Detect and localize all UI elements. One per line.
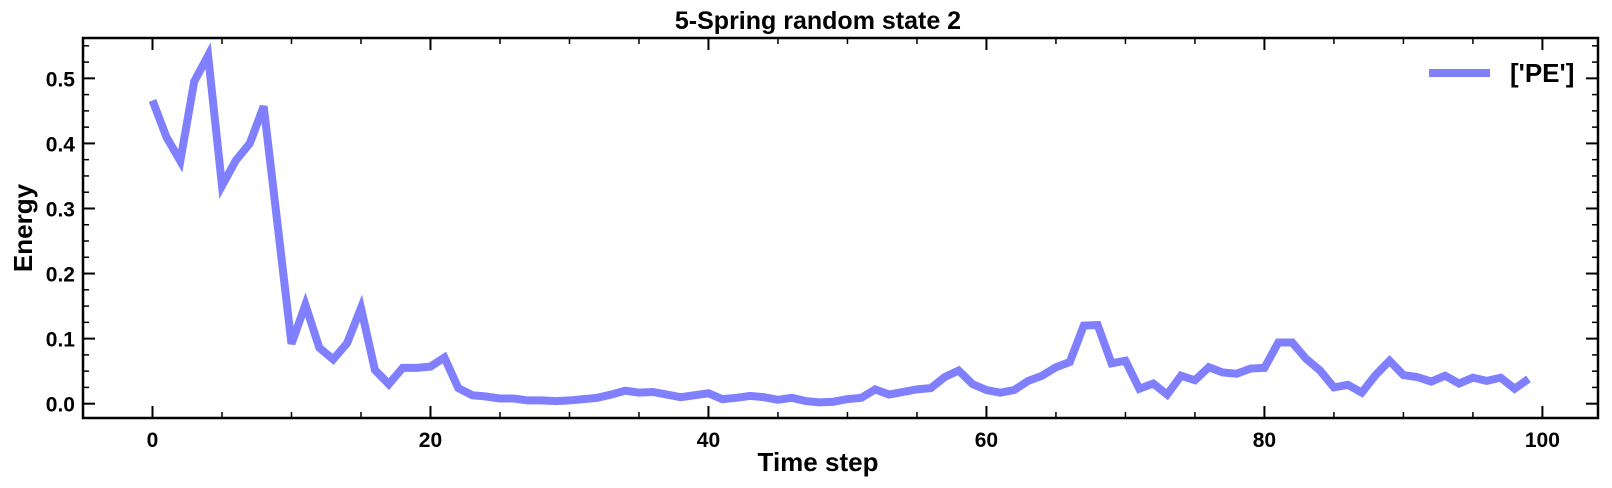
axis-tick-labels: 0 20 40 60 80 100 0.0 0.1 0.2 0.3 0.4 0.5 [46,68,1560,452]
y-tick-label: 0.2 [46,264,75,287]
x-tick-label: 0 [147,429,159,452]
x-tick-label: 80 [1253,429,1276,452]
series-layer [148,42,1531,407]
plot-area: 0 20 40 60 80 100 0.0 0.1 0.2 0.3 0.4 0.5 [46,36,1600,452]
y-tick-label: 0.0 [46,394,75,417]
x-tick-label: 100 [1525,429,1560,452]
y-axis-label: Energy [8,183,38,272]
x-axis-label: Time step [758,447,879,477]
y-tick-label: 0.5 [46,68,76,91]
y-tick-label: 0.4 [46,133,76,156]
x-tick-label: 60 [975,429,998,452]
legend-label-pe: ['PE'] [1510,58,1574,88]
plot-frame [81,36,1600,420]
legend: ['PE'] [1429,58,1574,88]
x-tick-label: 20 [419,429,442,452]
series-line-pe [148,42,1531,407]
chart-title: 5-Spring random state 2 [675,7,961,35]
axis-ticks [82,38,1598,418]
y-tick-label: 0.1 [46,329,76,352]
x-tick-label: 40 [697,429,720,452]
y-tick-label: 0.3 [46,198,75,221]
